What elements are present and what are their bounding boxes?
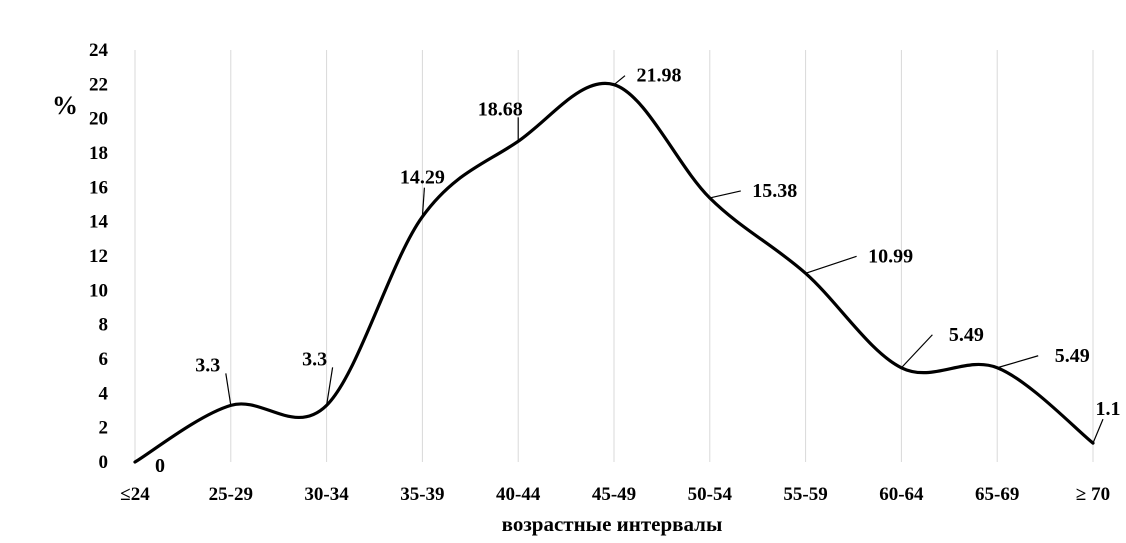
- y-tick-label: 22: [89, 74, 108, 95]
- data-label: 0: [155, 455, 165, 477]
- x-tick-label: ≤24: [120, 484, 150, 505]
- data-labels: 0 3.3 3.3 14.29 18.68 21.98 15.38 10.99 5.49 5.49…: [155, 65, 1121, 477]
- data-label: 10.99: [868, 245, 913, 267]
- y-tick-label: 12: [89, 246, 108, 267]
- leader-line: [805, 255, 857, 274]
- leader-line: [613, 75, 626, 86]
- y-tick-label: 6: [99, 349, 109, 370]
- leader-line: [709, 190, 741, 199]
- y-tick-label: 8: [99, 315, 109, 336]
- y-tick-label: 18: [89, 143, 108, 164]
- y-tick-label: 2: [99, 418, 109, 439]
- y-tick-label: 0: [99, 452, 109, 473]
- data-label: 18.68: [478, 98, 523, 120]
- x-tick-label: 40-44: [496, 484, 541, 505]
- data-label: 14.29: [400, 167, 445, 189]
- data-label: 5.49: [949, 324, 984, 346]
- y-tick-label: 14: [89, 212, 109, 233]
- leader-line: [1092, 418, 1104, 444]
- grid: [134, 50, 1094, 462]
- y-tick-label: 20: [89, 109, 108, 130]
- data-label: 3.3: [302, 348, 327, 370]
- x-tick-labels: ≤24 25-29 30-34 35-39 40-44 45-49 50-54 55-59 60…: [120, 484, 1110, 505]
- x-tick-label: 50-54: [688, 484, 733, 505]
- y-axis-label: %: [52, 91, 78, 120]
- data-label: 3.3: [195, 354, 220, 376]
- x-axis-title: возрастные интервалы: [502, 512, 723, 536]
- x-tick-label: 25-29: [209, 484, 253, 505]
- x-tick-label: 45-49: [592, 484, 636, 505]
- x-tick-label: 65-69: [975, 484, 1019, 505]
- y-tick-label: 24: [89, 40, 109, 61]
- leader-line: [421, 187, 425, 217]
- data-label: 21.98: [637, 65, 682, 87]
- y-tick-label: 4: [99, 383, 109, 404]
- x-tick-label: 55-59: [783, 484, 827, 505]
- leader-line: [997, 355, 1039, 369]
- data-label: 15.38: [752, 180, 797, 202]
- series-line: [133, 81, 1095, 464]
- leader-line: [326, 367, 334, 406]
- x-tick-label: 30-34: [304, 484, 349, 505]
- y-tick-label: 10: [89, 280, 108, 301]
- y-tick-label: 16: [89, 177, 108, 198]
- data-label: 1.1: [1096, 398, 1121, 420]
- x-tick-label: ≥ 70: [1076, 484, 1110, 505]
- x-tick-label: 35-39: [400, 484, 444, 505]
- leader-line: [900, 334, 933, 369]
- leader-line: [225, 373, 232, 406]
- data-label: 5.49: [1055, 345, 1090, 367]
- x-tick-label: 60-64: [879, 484, 924, 505]
